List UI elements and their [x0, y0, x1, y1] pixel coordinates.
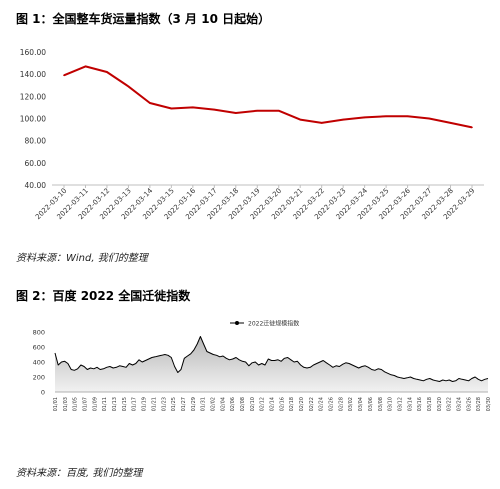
figure2-title: 图 2：百度 2022 全国迁徙指数: [16, 289, 191, 303]
x-tick-label: 01/15: [122, 397, 128, 411]
x-tick-label: 01/13: [112, 397, 118, 411]
data-point: [406, 115, 409, 118]
y-tick-label: 0: [41, 389, 45, 397]
x-tick-label: 01/01: [53, 397, 59, 411]
x-tick-label: 02/12: [260, 397, 266, 411]
figure2-area-chart: 800 600 400 200 0 01/01 01/03 01/05 01/07 01/09 01…: [33, 320, 492, 412]
x-tick-label: 02/02: [210, 397, 216, 411]
x-tick-label: 03/06: [368, 397, 374, 411]
x-tick-label: 03/02: [348, 397, 354, 411]
y-tick-label: 200: [33, 374, 45, 382]
x-tick-label: 02/06: [230, 397, 236, 411]
x-tick-label: 03/10: [388, 397, 394, 411]
figure2-source: 资料来源：百度, 我们的整理: [16, 468, 143, 479]
x-tick-label: 01/11: [102, 397, 108, 411]
data-point: [471, 126, 473, 129]
x-tick-label: 01/05: [73, 397, 79, 411]
x-tick-label: 02/14: [270, 397, 276, 411]
y-tick-label: 600: [33, 344, 45, 352]
x-tick-label: 03/28: [476, 397, 482, 411]
y-tick-label: 800: [33, 329, 45, 337]
x-tick-label: 02/26: [329, 397, 335, 411]
data-point: [149, 102, 151, 104]
x-tick-label: 01/07: [83, 397, 89, 411]
x-tick-label: 01/17: [132, 397, 138, 411]
figure1-source: 资料来源：Wind, 我们的整理: [16, 253, 148, 264]
series-area: [55, 336, 488, 392]
x-tick-label: 01/03: [63, 397, 69, 411]
x-tick-label: 03/24: [456, 397, 462, 411]
x-tick-label: 03/20: [437, 397, 443, 411]
figure1-title: 图 1：全国整车货运量指数（3 月 10 日起始）: [16, 12, 271, 26]
data-point: [84, 65, 87, 68]
data-point: [192, 106, 194, 109]
x-tick-label: 01/21: [151, 397, 157, 411]
series-line: [63, 65, 473, 129]
x-tick-label: 01/27: [181, 397, 187, 411]
data-point: [256, 109, 259, 112]
x-tick-label: 01/31: [201, 397, 207, 411]
y-tick-label: 400: [33, 359, 45, 367]
x-tick-label: 03/04: [358, 397, 364, 411]
x-tick-label: 02/28: [338, 397, 344, 411]
data-point: [428, 117, 430, 120]
x-tick-label: 02/18: [289, 397, 295, 411]
data-point: [363, 116, 366, 119]
x-tick-label: 03/22: [447, 397, 453, 411]
x-tick-label: 02/08: [240, 397, 246, 411]
legend-marker: [235, 321, 239, 325]
data-point: [342, 118, 344, 121]
y-tick-label: 160.00: [20, 48, 46, 57]
y-tick-label: 120.00: [20, 92, 46, 101]
x-tick-label: 01/29: [191, 397, 197, 411]
x-tick-label: 01/09: [92, 397, 98, 411]
data-point: [106, 71, 108, 73]
x-tick-label: 02/22: [309, 397, 315, 411]
data-point: [320, 122, 323, 124]
x-tick-label: 03/26: [466, 397, 472, 411]
y-tick-label: 140.00: [20, 70, 46, 79]
series-line: [54, 336, 489, 382]
y-tick-label: 100.00: [20, 115, 46, 124]
x-tick-label: 03/30: [486, 397, 492, 411]
x-tick-label: 02/20: [299, 397, 305, 411]
data-point: [299, 118, 302, 121]
y-tick-label: 60.00: [25, 159, 47, 168]
x-tick-label: 03/08: [378, 397, 384, 411]
data-point: [127, 85, 130, 88]
x-tick-label: 02/16: [279, 397, 285, 411]
x-tick-label: 02/24: [319, 397, 325, 411]
x-tick-label: 03/18: [427, 397, 433, 411]
x-tick-label: 03/14: [407, 397, 413, 411]
x-tick-label: 03/12: [397, 397, 403, 411]
x-tick-label: 01/23: [161, 397, 167, 411]
y-tick-label: 80.00: [25, 137, 47, 146]
data-point: [449, 122, 452, 124]
data-point: [213, 108, 216, 111]
x-tick-label: 03/16: [417, 397, 423, 411]
data-point: [170, 107, 173, 110]
figure1-line-chart: 160.00140.00120.00100.0080.0060.0040.002…: [20, 48, 484, 221]
y-tick-label: 40.00: [25, 181, 47, 190]
x-tick-label: 01/25: [171, 397, 177, 411]
data-point: [234, 112, 237, 114]
data-point: [63, 74, 65, 77]
x-tick-label: 02/10: [250, 397, 256, 411]
data-point: [385, 115, 387, 118]
x-tick-label: 01/19: [142, 397, 148, 411]
legend-label: 2022迁徙规模指数: [248, 320, 299, 328]
data-point: [277, 109, 280, 112]
x-tick-label: 02/04: [220, 397, 226, 411]
